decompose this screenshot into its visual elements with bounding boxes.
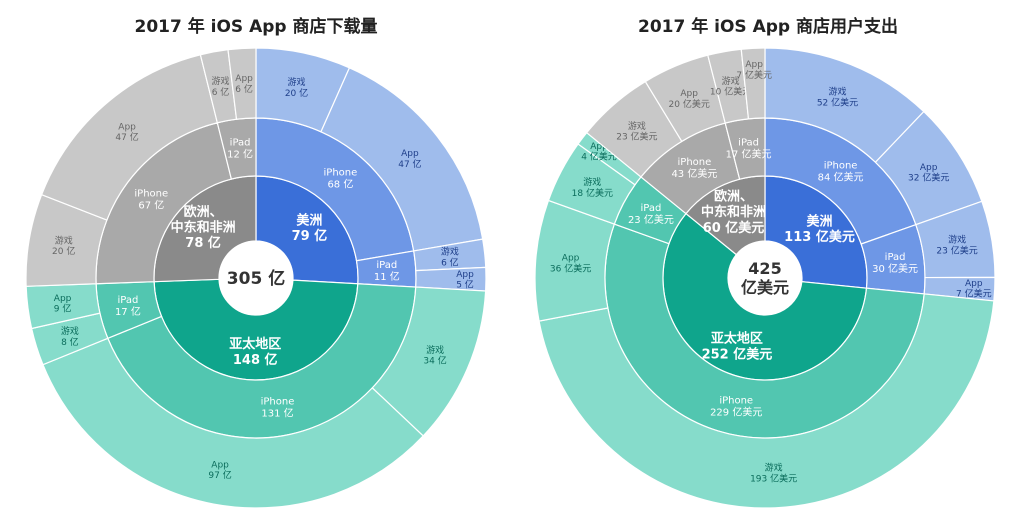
revenue-ap-device-0-cat-1-label: App 36 亿美元 — [550, 254, 591, 275]
revenue-eu-device-1-cat-0-label: 游戏 10 亿美元 — [710, 75, 751, 98]
downloads-ap-device-1-cat-1-label: App 9 亿 — [54, 294, 72, 315]
downloads-ap-device-0-cat-0-label: 游戏 34 亿 — [423, 344, 446, 367]
downloads-am-device-0-label: iPhone 68 亿 — [324, 167, 358, 190]
downloads-ap-device-0-cat-1-label: App 97 亿 — [208, 460, 231, 481]
revenue-eu-device-1-label: iPad 17 亿美元 — [726, 138, 772, 161]
downloads-ap-device-1-label: iPad 17 亿 — [115, 295, 141, 318]
revenue-center-hole — [728, 241, 802, 315]
revenue-am-device-0-cat-0-label: 游戏 52 亿美元 — [817, 86, 858, 109]
downloads-total-label: 305 亿 — [227, 268, 285, 289]
revenue-eu-device-0-label: iPhone 43 亿美元 — [671, 157, 717, 180]
downloads-eu-device-0-cat-1-label: App 47 亿 — [115, 122, 138, 143]
revenue-am-device-1-cat-1-label: App 7 亿美元 — [956, 279, 992, 300]
downloads-region-am-label: 美洲 79 亿 — [292, 212, 328, 244]
downloads-region-eu-label: 欧洲、中东和非洲 78 亿 — [171, 204, 236, 251]
downloads-am-device-0-cat-0-label: 游戏 20 亿 — [285, 76, 308, 99]
downloads-am-device-1-cat-0-label: 游戏 6 亿 — [441, 246, 459, 269]
revenue-eu-device-1-cat-1-wedge — [740, 47, 766, 120]
revenue-am-device-1-label: iPad 30 亿美元 — [872, 252, 918, 275]
revenue-total-label: 425 亿美元 — [741, 259, 789, 297]
revenue-ap-device-1-cat-1-label: App 4 亿美元 — [581, 142, 617, 163]
downloads-am-device-1-label: iPad 11 亿 — [374, 260, 400, 283]
downloads-am-device-0-cat-1-label: App 47 亿 — [398, 149, 421, 170]
revenue-ap-device-0-cat-0-wedge — [538, 293, 995, 509]
downloads-eu-device-0-label: iPhone 67 亿 — [134, 189, 168, 212]
revenue-eu-device-1-cat-1-label: App 7 亿美元 — [736, 60, 772, 81]
revenue-am-device-0-label: iPhone 84 亿美元 — [818, 161, 864, 184]
revenue-eu-device-0-cat-0-label: 游戏 23 亿美元 — [616, 120, 657, 143]
downloads-eu-device-1-label: iPad 12 亿 — [227, 138, 253, 161]
downloads-ap-device-0-cat-1-wedge — [42, 337, 425, 509]
downloads-eu-device-1-cat-1-wedge — [227, 47, 257, 120]
revenue-am-device-1-cat-0-label: 游戏 23 亿美元 — [936, 234, 977, 257]
revenue-region-ap-label: 亚太地区 252 亿美元 — [702, 331, 773, 363]
downloads-eu-device-1-cat-1-label: App 6 亿 — [235, 74, 253, 95]
revenue-eu-device-0-cat-1-label: App 20 亿美元 — [669, 89, 710, 110]
downloads-eu-device-1-cat-0-label: 游戏 6 亿 — [211, 75, 229, 98]
revenue-ap-device-1-cat-0-label: 游戏 18 亿美元 — [572, 176, 613, 199]
downloads-ap-device-0-label: iPhone 131 亿 — [261, 397, 295, 420]
revenue-ap-device-0-label: iPhone 229 亿美元 — [710, 395, 762, 418]
revenue-region-eu-label: 欧洲、中东和非洲 60 亿美元 — [701, 189, 766, 236]
downloads-center-hole — [219, 241, 293, 315]
revenue-chart-title: 2017 年 iOS App 商店用户支出 — [637, 17, 898, 37]
downloads-region-ap-label: 亚太地区 148 亿 — [229, 336, 281, 368]
downloads-am-device-1-cat-1-label: App 5 亿 — [456, 270, 474, 291]
revenue-region-am-label: 美洲 113 亿美元 — [784, 213, 855, 245]
downloads-ap-device-1-cat-0-label: 游戏 8 亿 — [61, 325, 79, 348]
revenue-ap-device-0-cat-0-label: 游戏 193 亿美元 — [750, 462, 797, 485]
downloads-eu-device-0-cat-0-label: 游戏 20 亿 — [52, 234, 75, 257]
revenue-ap-device-1-label: iPad 23 亿美元 — [628, 203, 674, 226]
revenue-am-device-0-cat-1-label: App 32 亿美元 — [908, 163, 949, 184]
downloads-chart-title: 2017 年 iOS App 商店下载量 — [134, 17, 378, 37]
